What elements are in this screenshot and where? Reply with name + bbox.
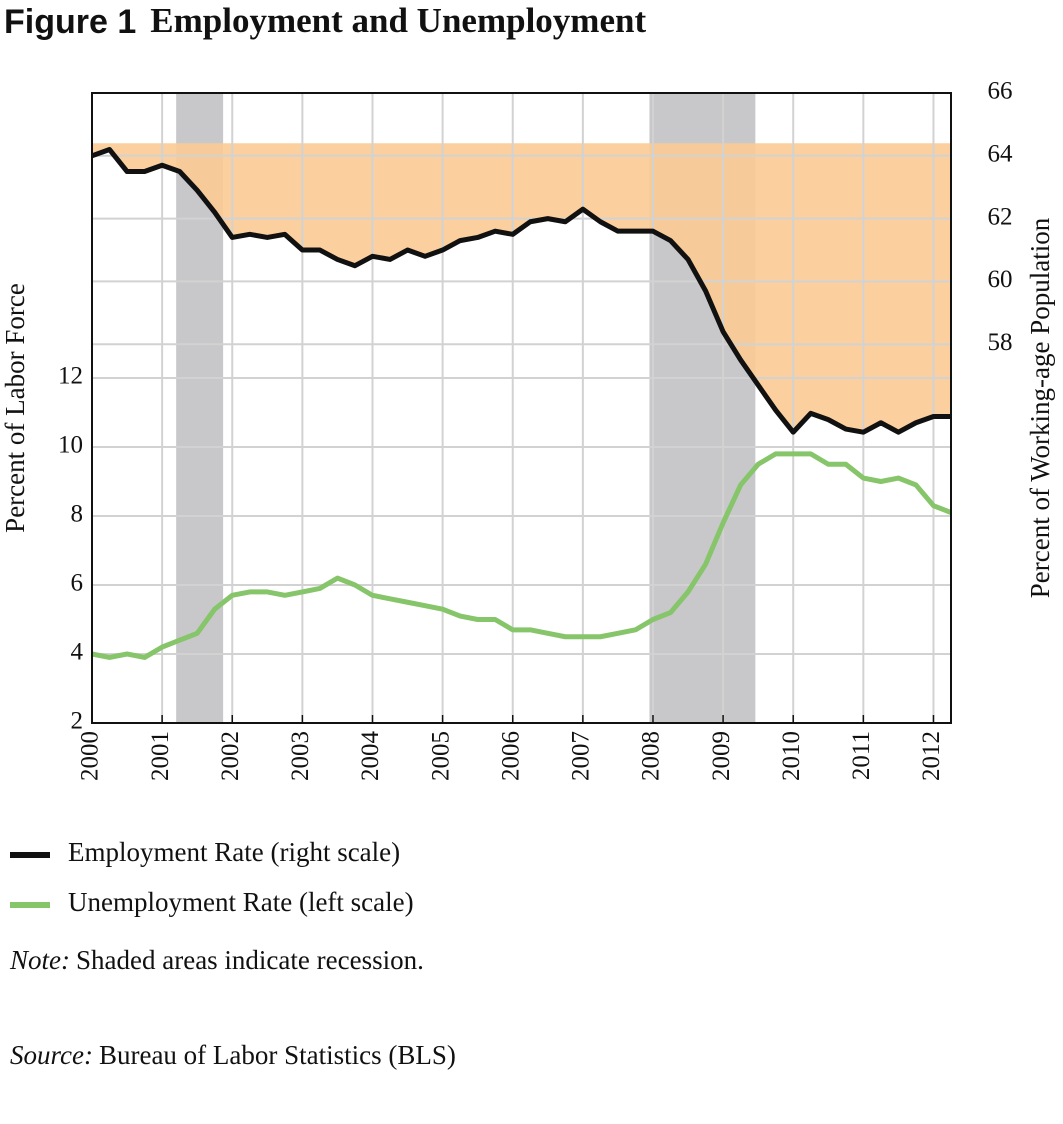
y-tick-label: 12	[58, 363, 83, 390]
title-text: Employment and Unemployment	[150, 1, 646, 40]
source-label: Source:	[10, 1040, 93, 1070]
series-line	[91, 147, 951, 435]
y-tick-label: 4	[71, 639, 84, 666]
series-line	[91, 451, 952, 660]
y-tick-label: 10	[58, 432, 83, 459]
title-prefix: Figure 1	[4, 3, 136, 41]
y2-axis-label: Percent of Working-age Population	[1025, 217, 1055, 598]
chart-title: Figure 1 Employment and Unemployment	[4, 1, 646, 41]
note-label: Note:	[9, 945, 70, 975]
x-tick-label: 2005	[427, 731, 454, 781]
x-tick-label: 2003	[287, 731, 314, 781]
y-tick-label: 6	[71, 570, 84, 597]
x-tick-label: 2011	[848, 731, 875, 780]
y-tick-label: 8	[71, 501, 84, 528]
x-tick-label: 2008	[638, 731, 665, 781]
gap-area	[92, 143, 951, 433]
x-tick-label: 2004	[357, 731, 384, 782]
y-tick-label: 2	[71, 708, 84, 735]
y2-tick-label: 60	[988, 266, 1013, 293]
x-tick-label: 2012	[918, 731, 945, 781]
y2-tick-label: 64	[988, 141, 1014, 168]
note-text: Shaded areas indicate recession.	[76, 945, 424, 975]
x-tick-label: 2002	[217, 731, 244, 781]
x-tick-label: 2006	[497, 731, 524, 781]
x-tick-label: 2001	[147, 731, 174, 781]
plot-frame	[91, 92, 952, 724]
legend-label: Employment Rate (right scale)	[68, 837, 400, 867]
x-tick-label: 2000	[77, 731, 104, 781]
source-text: Bureau of Labor Statistics (BLS)	[99, 1040, 456, 1070]
legend-label: Unemployment Rate (left scale)	[68, 887, 414, 917]
y2-tick-label: 66	[988, 78, 1013, 105]
y2-tick-label: 62	[988, 203, 1013, 230]
x-tick-label: 2007	[568, 731, 595, 781]
y-axis-label: Percent of Labor Force	[0, 283, 30, 533]
x-tick-label: 2010	[778, 731, 805, 781]
y2-tick-label: 58	[988, 329, 1013, 356]
x-tick-label: 2009	[708, 731, 735, 781]
source: Source: Bureau of Labor Statistics (BLS)	[10, 1040, 456, 1070]
note: Note: Shaded areas indicate recession.	[9, 945, 424, 975]
